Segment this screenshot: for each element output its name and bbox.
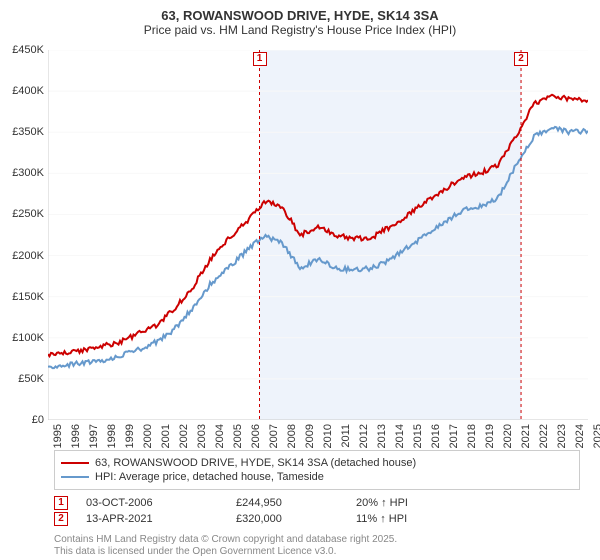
x-axis-label: 2020 (502, 424, 514, 448)
x-axis-label: 2011 (340, 424, 352, 448)
transaction-diff: 11% ↑ HPI (356, 513, 407, 525)
x-axis-label: 2004 (214, 424, 226, 448)
y-axis-label: £350K (0, 126, 44, 138)
legend: 63, ROWANSWOOD DRIVE, HYDE, SK14 3SA (de… (54, 450, 580, 490)
x-axis-label: 2021 (520, 424, 532, 448)
y-axis-label: £0 (0, 414, 44, 426)
x-axis-label: 1998 (106, 424, 118, 448)
y-axis-label: £300K (0, 167, 44, 179)
x-axis-label: 2015 (412, 424, 424, 448)
title-line1: 63, ROWANSWOOD DRIVE, HYDE, SK14 3SA (0, 8, 600, 23)
footer-line2: This data is licensed under the Open Gov… (54, 546, 580, 558)
x-axis-label: 2005 (232, 424, 244, 448)
x-axis-label: 2008 (286, 424, 298, 448)
x-axis-label: 1997 (88, 424, 100, 448)
x-axis-label: 2016 (430, 424, 442, 448)
y-axis-label: £400K (0, 85, 44, 97)
transaction-marker: 1 (253, 52, 267, 66)
x-axis-label: 2025 (592, 424, 600, 448)
chart-area: £0£50K£100K£150K£200K£250K£300K£350K£400… (48, 50, 588, 420)
x-axis-label: 2009 (304, 424, 316, 448)
footer-attribution: Contains HM Land Registry data © Crown c… (54, 534, 580, 557)
transaction-badge: 1 (54, 496, 68, 510)
x-axis-label: 2000 (142, 424, 154, 448)
x-axis-label: 2006 (250, 424, 262, 448)
x-axis-label: 1996 (70, 424, 82, 448)
x-axis-label: 2019 (484, 424, 496, 448)
y-axis-label: £100K (0, 332, 44, 344)
legend-label: HPI: Average price, detached house, Tame… (95, 471, 324, 483)
chart-svg (48, 50, 588, 420)
x-axis-label: 2022 (538, 424, 550, 448)
x-axis-label: 2024 (574, 424, 586, 448)
transaction-table: 1 03-OCT-2006£244,95020% ↑ HPI 2 13-APR-202… (54, 494, 580, 528)
transaction-marker: 2 (514, 52, 528, 66)
x-axis-label: 2018 (466, 424, 478, 448)
x-axis-label: 2014 (394, 424, 406, 448)
x-axis-label: 2017 (448, 424, 460, 448)
transaction-badge: 2 (54, 512, 68, 526)
x-axis-label: 2012 (358, 424, 370, 448)
y-axis-label: £50K (0, 373, 44, 385)
x-axis-label: 2023 (556, 424, 568, 448)
transaction-row: 2 13-APR-2021£320,00011% ↑ HPI (54, 512, 580, 526)
transaction-date: 13-APR-2021 (86, 513, 236, 525)
transaction-price: £320,000 (236, 513, 356, 525)
chart-title: 63, ROWANSWOOD DRIVE, HYDE, SK14 3SA Pri… (0, 0, 600, 41)
x-axis-label: 2007 (268, 424, 280, 448)
x-axis-label: 2003 (196, 424, 208, 448)
y-axis-label: £200K (0, 250, 44, 262)
legend-item: 63, ROWANSWOOD DRIVE, HYDE, SK14 3SA (de… (61, 457, 573, 469)
legend-label: 63, ROWANSWOOD DRIVE, HYDE, SK14 3SA (de… (95, 457, 416, 469)
transaction-row: 1 03-OCT-2006£244,95020% ↑ HPI (54, 496, 580, 510)
transaction-price: £244,950 (236, 497, 356, 509)
legend-swatch (61, 462, 89, 464)
x-axis-label: 2002 (178, 424, 190, 448)
legend-item: HPI: Average price, detached house, Tame… (61, 471, 573, 483)
x-axis-label: 2001 (160, 424, 172, 448)
transaction-diff: 20% ↑ HPI (356, 497, 408, 509)
title-line2: Price paid vs. HM Land Registry's House … (0, 23, 600, 37)
legend-swatch (61, 476, 89, 478)
x-axis-label: 2010 (322, 424, 334, 448)
y-axis-label: £450K (0, 44, 44, 56)
transaction-date: 03-OCT-2006 (86, 497, 236, 509)
x-axis-label: 1995 (52, 424, 64, 448)
y-axis-label: £250K (0, 208, 44, 220)
x-axis-label: 1999 (124, 424, 136, 448)
footer-line1: Contains HM Land Registry data © Crown c… (54, 534, 580, 546)
y-axis-label: £150K (0, 291, 44, 303)
x-axis-label: 2013 (376, 424, 388, 448)
